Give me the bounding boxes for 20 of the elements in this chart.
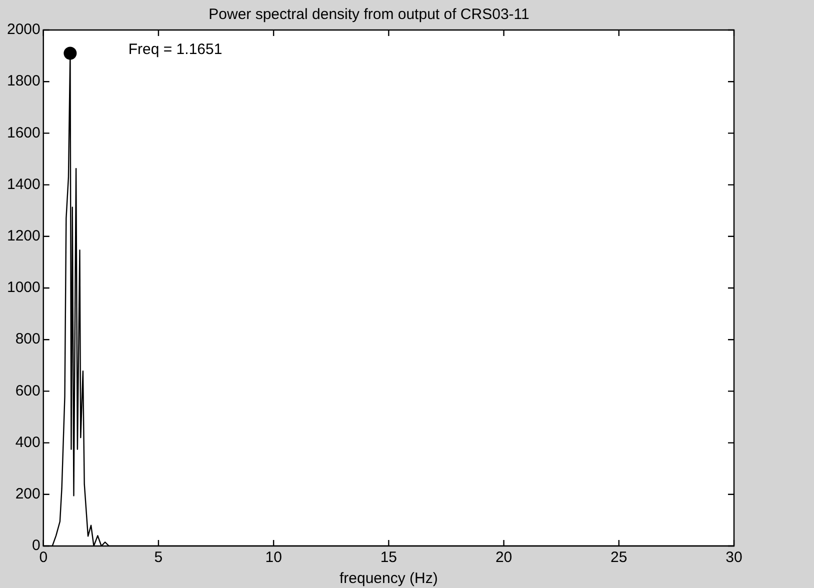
y-tick-label: 1000 — [6, 279, 40, 296]
x-tick-label: 5 — [154, 549, 163, 566]
x-tick-label: 15 — [380, 549, 398, 566]
x-tick-label: 10 — [265, 549, 282, 566]
x-tick-label: 20 — [495, 549, 512, 566]
y-tick-label: 0 — [32, 537, 40, 554]
y-tick-label: 1400 — [6, 176, 40, 193]
y-tick-label: 400 — [15, 434, 40, 451]
y-tick-label: 600 — [15, 382, 40, 400]
y-tick-label: 1200 — [6, 228, 40, 245]
annotation: Freq = 1.1651 — [128, 41, 222, 58]
y-tick-label: 2000 — [6, 21, 40, 38]
y-tick-label: 200 — [15, 486, 40, 503]
x-tick-label: 30 — [726, 549, 742, 566]
y-tick-label: 1600 — [6, 124, 40, 142]
y-tick-label: 800 — [15, 330, 40, 348]
y-tick-label: 1800 — [6, 72, 40, 90]
chart-title: Power spectral density from output of CRS03-11 — [208, 6, 530, 24]
x-axis-title: frequency (Hz) — [339, 570, 438, 588]
x-tick-label: 25 — [610, 549, 628, 566]
